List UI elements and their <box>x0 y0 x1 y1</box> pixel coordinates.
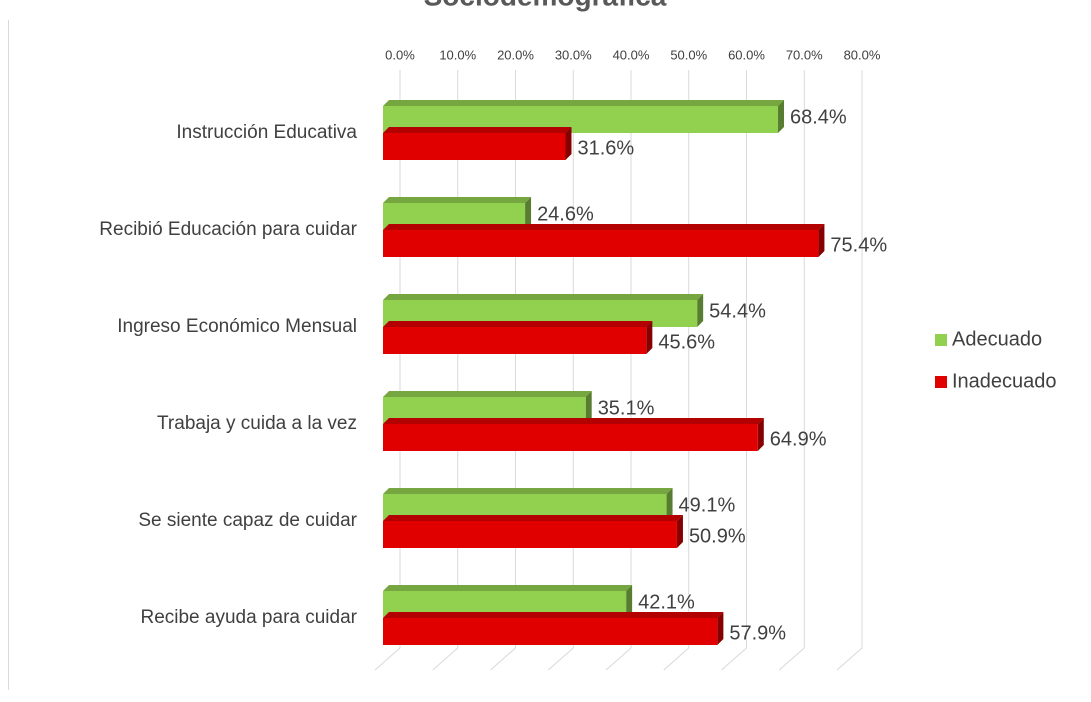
data-label: 45.6% <box>658 331 715 353</box>
bar-side <box>565 127 572 160</box>
bar-side <box>778 100 785 133</box>
bar <box>383 521 677 548</box>
legend-label: Inadecuado <box>952 370 1057 392</box>
bar-top <box>383 197 532 203</box>
data-label: 35.1% <box>598 397 655 419</box>
data-label: 50.9% <box>689 525 746 547</box>
category-label: Recibió Educación para cuidar <box>99 219 357 240</box>
bar-side <box>626 585 633 618</box>
bar-side <box>666 488 673 521</box>
bar-top <box>383 585 633 591</box>
bar-top <box>383 391 592 397</box>
bar-top <box>383 321 653 327</box>
chart-title: Sociodemográfica <box>424 0 667 11</box>
data-label: 42.1% <box>638 591 695 613</box>
grid-floor-line <box>778 647 805 671</box>
bar-side <box>717 612 724 645</box>
data-label: 75.4% <box>830 234 887 256</box>
grid-floor-line <box>374 647 401 671</box>
data-label: 68.4% <box>790 106 847 128</box>
bar-side <box>585 391 592 424</box>
data-label: 24.6% <box>537 203 594 225</box>
bar-side <box>676 515 683 548</box>
bar-side <box>697 294 704 327</box>
x-tick-label: 20.0% <box>497 47 534 62</box>
grid-floor-line <box>547 647 574 671</box>
bar-top <box>383 294 704 300</box>
legend-swatch <box>935 334 947 346</box>
category-label: Ingreso Económico Mensual <box>117 316 357 337</box>
bar <box>383 327 647 354</box>
category-label: Se siente capaz de cuidar <box>138 510 357 531</box>
bar-top <box>383 127 572 133</box>
bar <box>383 133 566 160</box>
grid-floor-line <box>432 647 459 671</box>
bar-side <box>757 418 764 451</box>
x-tick-label: 40.0% <box>613 47 650 62</box>
grid-floor-line <box>663 647 690 671</box>
category-label: Instrucción Educativa <box>176 122 357 143</box>
bar-side <box>646 321 653 354</box>
x-tick-label: 60.0% <box>728 47 765 62</box>
bar-top <box>383 612 724 618</box>
x-tick-label: 80.0% <box>844 47 881 62</box>
x-tick-label: 70.0% <box>786 47 823 62</box>
bar-top <box>383 224 825 230</box>
bar-side <box>525 197 532 230</box>
grid-floor-line <box>836 647 863 671</box>
x-tick-label: 50.0% <box>670 47 707 62</box>
x-tick-label: 0.0% <box>385 47 415 62</box>
x-tick-label: 30.0% <box>555 47 592 62</box>
grid-floor-line <box>605 647 632 671</box>
data-label: 57.9% <box>729 622 786 644</box>
bar <box>383 230 819 257</box>
bar <box>383 618 718 645</box>
category-label: Trabaja y cuida a la vez <box>157 413 357 434</box>
bar-side <box>818 224 825 257</box>
bar-top <box>383 515 683 521</box>
legend-swatch <box>935 376 947 388</box>
bar-top <box>383 100 785 106</box>
bar <box>383 424 758 451</box>
grid-floor-line <box>721 647 747 671</box>
category-label: Recibe ayuda para cuidar <box>140 607 357 628</box>
data-label: 31.6% <box>577 137 634 159</box>
data-label: 49.1% <box>679 494 736 516</box>
grid-floor-line <box>490 647 516 671</box>
bar-top <box>383 418 764 424</box>
data-label: 64.9% <box>770 428 827 450</box>
legend-label: Adecuado <box>952 328 1042 350</box>
x-tick-label: 10.0% <box>439 47 476 62</box>
bar-top <box>383 488 673 494</box>
data-label: 54.4% <box>709 300 766 322</box>
